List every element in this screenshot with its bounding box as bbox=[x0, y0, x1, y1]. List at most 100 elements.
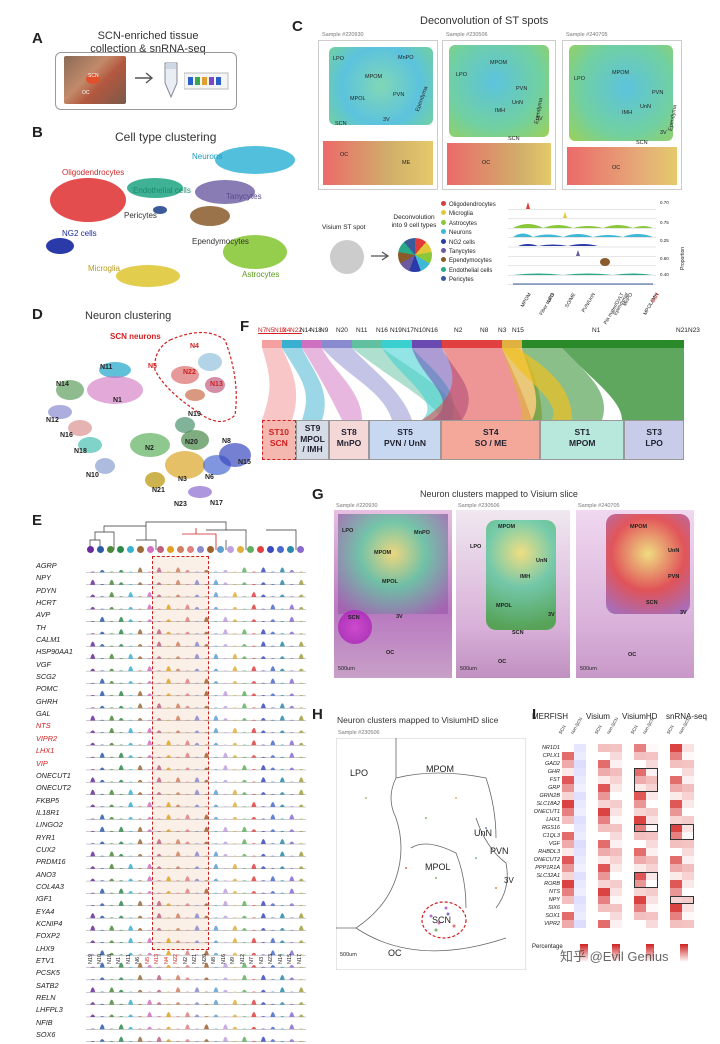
i-heat-cell bbox=[682, 800, 694, 808]
e-violin-mark bbox=[109, 789, 115, 795]
e-violin-mark bbox=[137, 892, 143, 894]
i-heat-cell bbox=[598, 752, 610, 760]
e-violin-mark bbox=[289, 841, 295, 845]
e-violin-mark bbox=[175, 730, 181, 733]
e-violin-mark bbox=[260, 1028, 266, 1030]
e-xlabel: N5 bbox=[144, 956, 151, 964]
i-heat-cell bbox=[682, 744, 694, 752]
i-highlight-box bbox=[634, 872, 658, 888]
st5-box[interactable]: ST5 PVN / UnN bbox=[368, 420, 442, 460]
e-violin-mark bbox=[128, 742, 134, 746]
cluster-label-neurons: Neurons bbox=[192, 152, 223, 161]
i-heat-cell bbox=[670, 792, 682, 800]
gene-label: AVP bbox=[36, 610, 51, 620]
e-violin-mark bbox=[241, 682, 247, 684]
st9-box[interactable]: ST9 MPOL / IMH bbox=[295, 420, 330, 460]
e-violin-mark bbox=[128, 719, 134, 721]
e-violin-mark bbox=[222, 744, 228, 746]
i-heat-cell bbox=[598, 808, 610, 816]
i-heat-cell bbox=[682, 904, 694, 912]
e-violin-mark bbox=[298, 730, 304, 733]
e-violin-mark bbox=[241, 1028, 247, 1030]
e-violin-mark bbox=[289, 991, 295, 993]
e-violin-mark bbox=[203, 942, 209, 943]
panel-f-label: F bbox=[240, 318, 250, 335]
f-top-label: N18 bbox=[310, 327, 322, 334]
e-violin-mark bbox=[147, 1026, 153, 1030]
d-n20: N20 bbox=[185, 439, 198, 446]
e-violin-mark bbox=[90, 695, 96, 696]
e-xlabel: N7 bbox=[249, 956, 256, 964]
e-violin-mark bbox=[260, 641, 266, 647]
st3-box[interactable]: ST3 LPO bbox=[624, 420, 684, 460]
st4-box[interactable]: ST4 SO / ME bbox=[441, 420, 541, 460]
d-n19: N19 bbox=[188, 411, 201, 418]
e-violin-mark bbox=[279, 804, 285, 807]
e-violin-mark bbox=[137, 928, 143, 931]
e-violin-mark bbox=[232, 681, 238, 684]
e-violin-mark bbox=[147, 863, 153, 869]
e-violin-mark bbox=[203, 929, 209, 931]
e-violin-mark bbox=[90, 966, 96, 968]
e-violin-mark bbox=[260, 744, 266, 746]
e-violin-mark bbox=[156, 974, 162, 980]
i-heat-cell bbox=[634, 840, 646, 848]
e-violin-mark bbox=[118, 1016, 124, 1017]
i-heat-cell bbox=[598, 792, 610, 800]
e-violin-mark bbox=[175, 792, 181, 795]
e-xlabel: N8 bbox=[211, 956, 218, 964]
e-violin-mark bbox=[251, 707, 257, 709]
i-heat-cell bbox=[610, 824, 622, 832]
e-violin-mark bbox=[147, 707, 153, 709]
e-violin-mark bbox=[166, 781, 172, 783]
e-violin-mark bbox=[128, 979, 134, 980]
e-violin-mark bbox=[260, 608, 266, 610]
tissue-spot bbox=[86, 74, 100, 84]
e-violin-mark bbox=[166, 991, 172, 993]
st1-box[interactable]: ST1 MPOM bbox=[540, 420, 625, 460]
i-heat-cell bbox=[574, 768, 586, 776]
e-violin-mark bbox=[241, 900, 247, 906]
e-violin-mark bbox=[185, 876, 191, 882]
e-violin-mark bbox=[298, 606, 304, 610]
e-violin-mark bbox=[118, 629, 124, 635]
g2-mpom: MPOM bbox=[498, 524, 516, 530]
st8-name: MnPO bbox=[336, 438, 362, 448]
e-violin-mark bbox=[194, 966, 200, 968]
e-violin-mark bbox=[270, 793, 276, 795]
e-violin-mark bbox=[147, 727, 153, 733]
e-violin-mark bbox=[251, 571, 257, 573]
e-violin-mark bbox=[241, 596, 247, 598]
st8-box[interactable]: ST8 MnPO bbox=[329, 420, 369, 460]
i-heat-cell bbox=[574, 856, 586, 864]
legend-text: NG2 cells bbox=[449, 239, 476, 246]
i-gene-label: LHX1 bbox=[546, 817, 560, 823]
e-violin-mark bbox=[156, 989, 162, 993]
e-violin-mark bbox=[222, 826, 228, 832]
i-heat-cell bbox=[574, 784, 586, 792]
e-violin-mark bbox=[298, 777, 304, 783]
e-violin-mark bbox=[298, 866, 304, 869]
i-heat-cell bbox=[682, 880, 694, 888]
st10-box[interactable]: ST10 SCN bbox=[262, 420, 296, 460]
e-violin-mark bbox=[175, 905, 181, 906]
e-violin-mark bbox=[279, 608, 285, 610]
e-violin-mark bbox=[213, 606, 219, 610]
e-violin-mark bbox=[260, 777, 266, 783]
st5-name: PVN / UnN bbox=[383, 438, 427, 448]
e-violin-mark bbox=[128, 991, 134, 993]
e-violin-mark bbox=[128, 905, 134, 906]
e-violin-mark bbox=[260, 594, 266, 598]
e-violin-mark bbox=[90, 1040, 96, 1042]
e-violin-mark bbox=[194, 620, 200, 622]
d-n11: N11 bbox=[100, 364, 113, 371]
e-violin-mark bbox=[241, 764, 247, 770]
e-violin-mark bbox=[279, 620, 285, 622]
e-violin-mark bbox=[109, 843, 115, 845]
c-slice-1 bbox=[318, 40, 438, 190]
g1-scn: SCN bbox=[348, 615, 360, 621]
e-violin-mark bbox=[279, 777, 285, 783]
e-violin-mark bbox=[298, 594, 304, 598]
panel-a-frame: SCN OC bbox=[55, 52, 237, 110]
e-violin-mark bbox=[90, 851, 96, 857]
